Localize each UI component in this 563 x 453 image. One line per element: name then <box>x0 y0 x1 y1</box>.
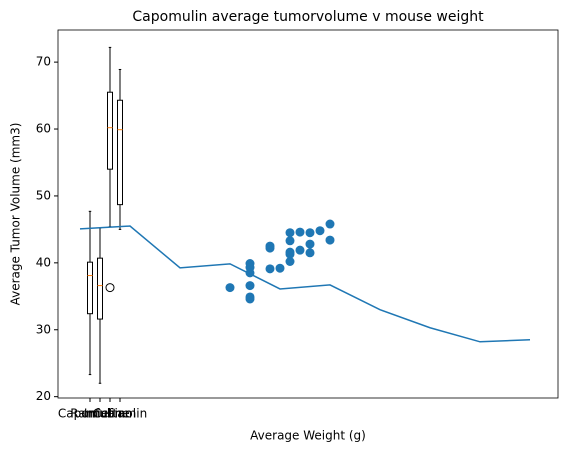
y-tick-label: 50 <box>36 188 51 202</box>
point <box>285 249 295 259</box>
point <box>275 263 285 273</box>
x-tick-label: Ramicane <box>70 407 129 421</box>
point <box>315 226 325 236</box>
y-tick-label: 60 <box>36 122 51 136</box>
box <box>97 257 103 320</box>
point <box>265 264 275 274</box>
x-tick-label: Capomulin <box>58 407 122 421</box>
point <box>295 227 305 237</box>
box <box>87 261 93 315</box>
line <box>79 225 531 343</box>
point <box>325 219 335 229</box>
point <box>285 236 295 246</box>
point <box>225 283 235 293</box>
y-tick-label: 20 <box>36 389 51 403</box>
outlier <box>105 283 115 293</box>
point <box>305 248 315 258</box>
point <box>325 235 335 245</box>
point <box>305 228 315 238</box>
point <box>295 245 305 255</box>
point <box>285 257 295 267</box>
point <box>305 239 315 249</box>
point <box>245 281 255 291</box>
point <box>285 228 295 238</box>
box <box>107 91 113 170</box>
y-axis-label: Average Tumor Volume (mm3) <box>9 123 23 306</box>
point <box>265 243 275 253</box>
y-tick-label: 40 <box>36 255 51 269</box>
x-axis-label: Average Weight (g) <box>250 429 366 443</box>
chart-title: Capomulin average tumorvolume v mouse we… <box>132 9 484 25</box>
y-tick-label: 30 <box>36 322 51 336</box>
point <box>245 294 255 304</box>
box <box>117 99 123 206</box>
point <box>245 268 255 278</box>
x-tick-label: Ceftamin <box>93 407 147 421</box>
plot-frame <box>57 29 559 399</box>
x-tick-label: Infubinol <box>84 407 136 421</box>
y-tick-label: 70 <box>36 55 51 69</box>
